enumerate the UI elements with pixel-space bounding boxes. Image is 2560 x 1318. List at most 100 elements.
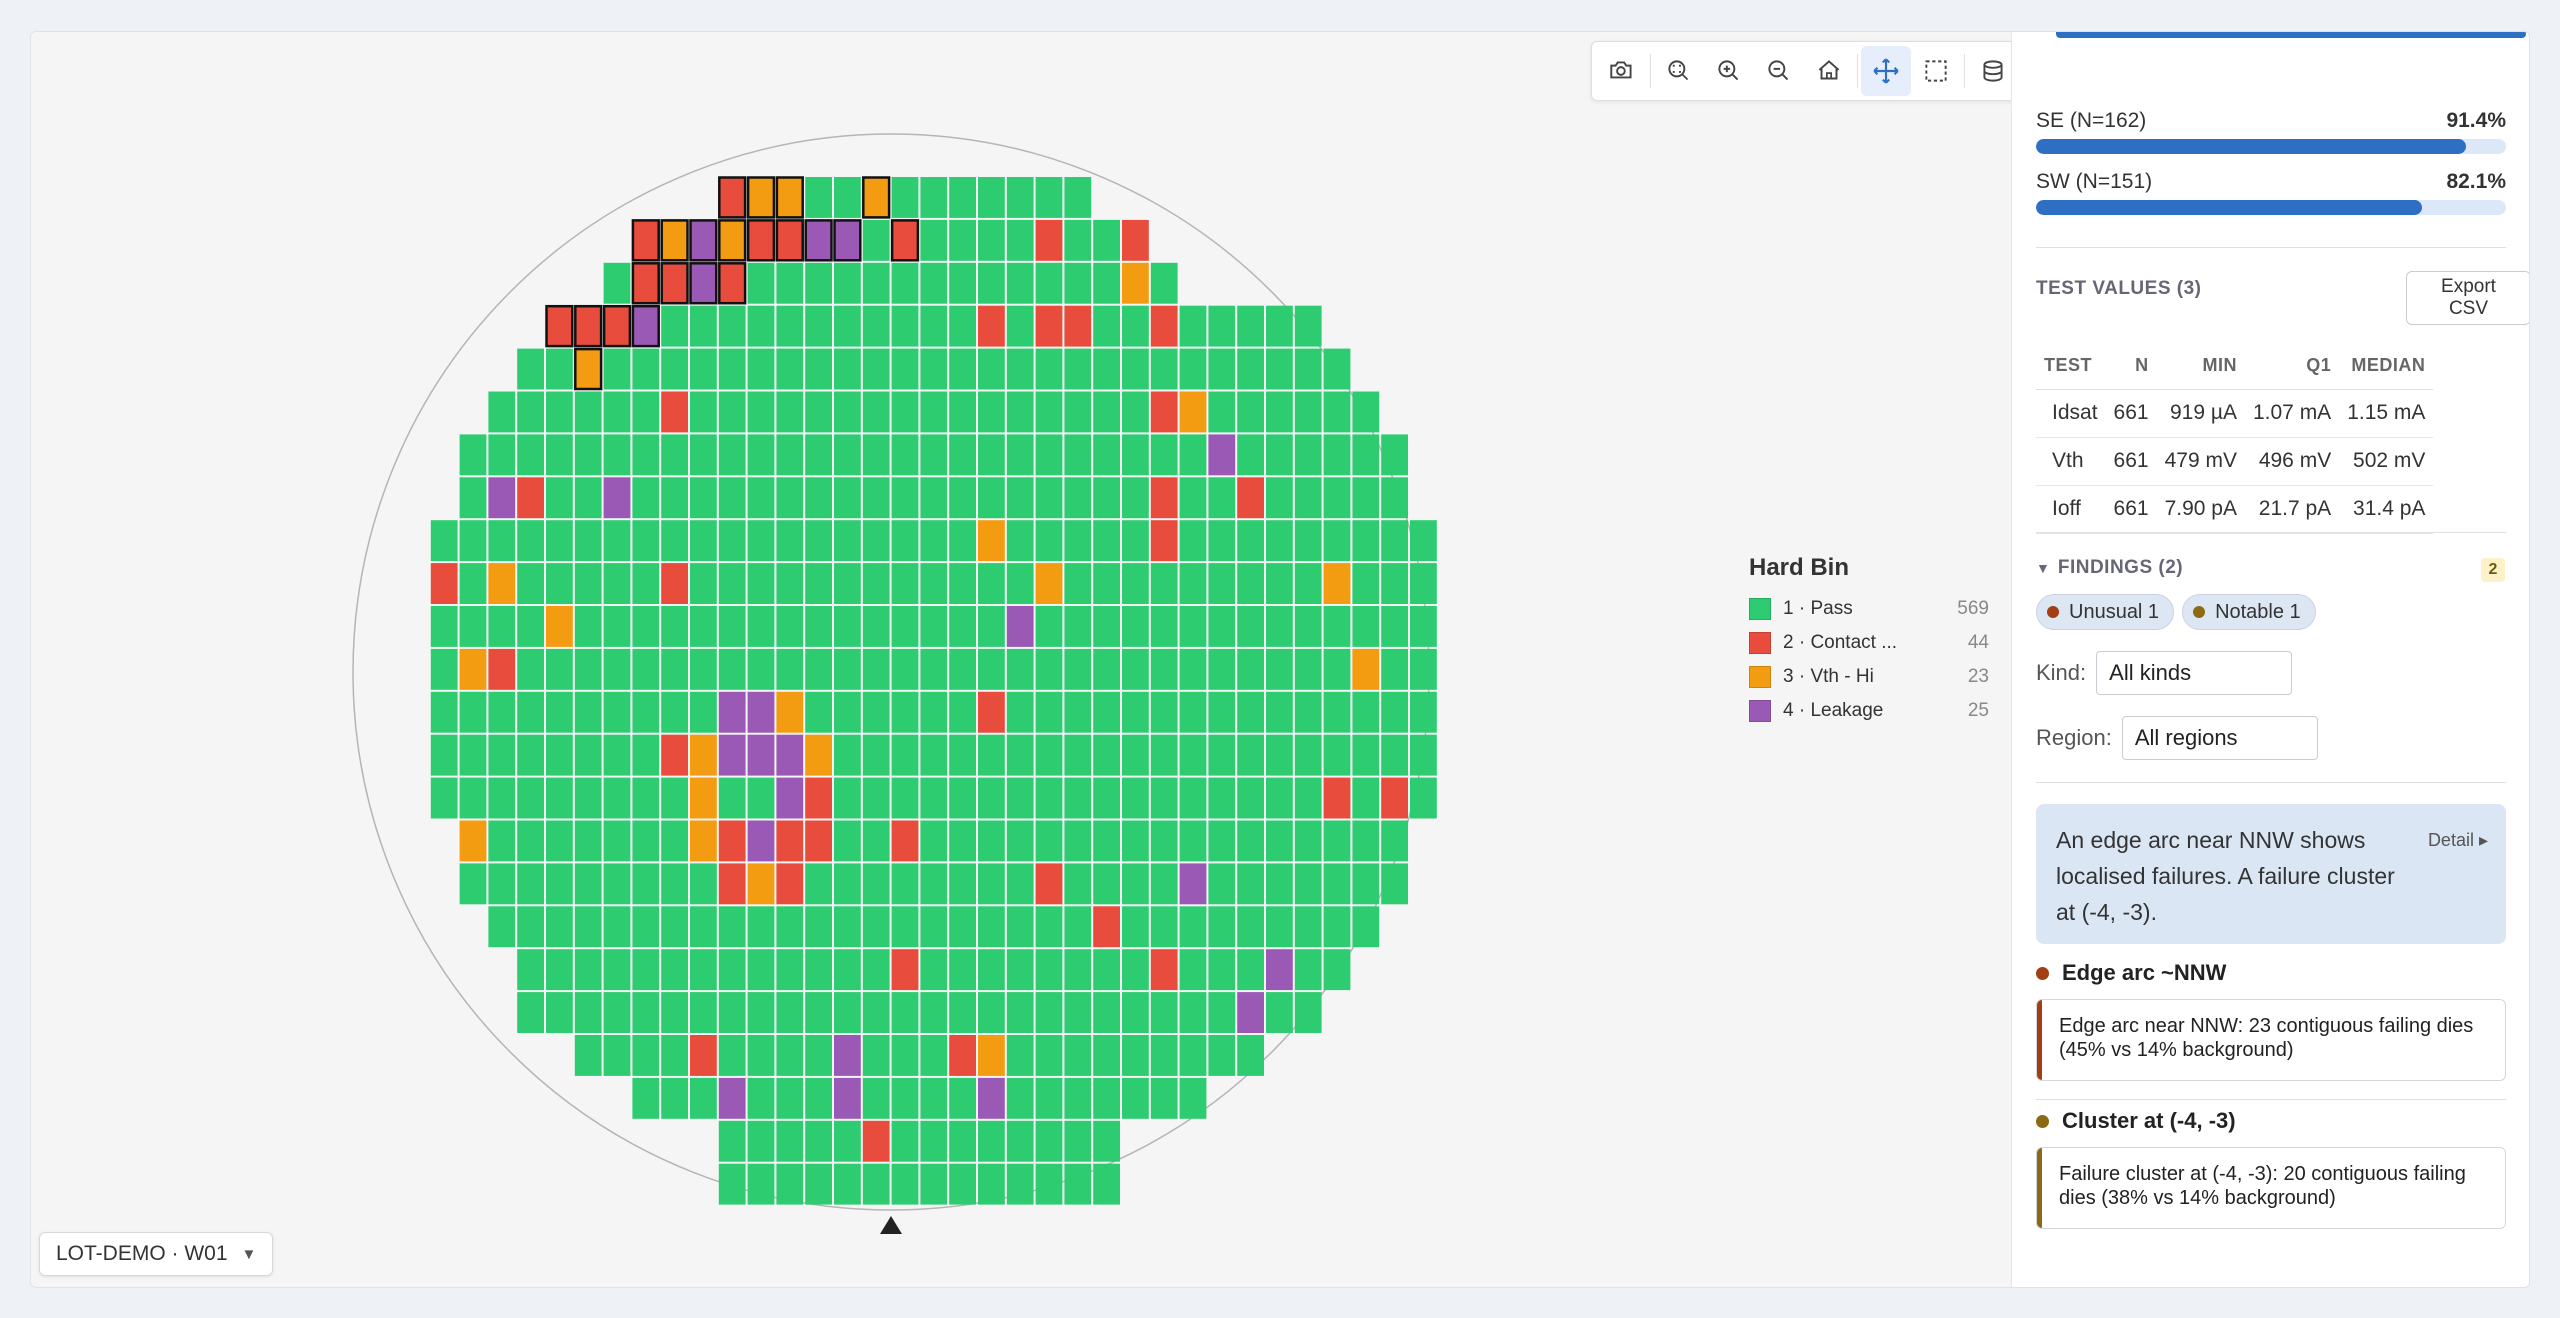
die[interactable] bbox=[920, 177, 948, 218]
die[interactable] bbox=[862, 1077, 890, 1119]
die[interactable] bbox=[834, 305, 861, 347]
die[interactable] bbox=[632, 691, 660, 733]
die[interactable] bbox=[1208, 648, 1236, 690]
die[interactable] bbox=[1150, 777, 1178, 819]
die[interactable] bbox=[978, 219, 1005, 261]
die[interactable] bbox=[920, 262, 948, 304]
die[interactable] bbox=[805, 734, 832, 776]
die[interactable] bbox=[690, 219, 717, 261]
die[interactable] bbox=[776, 648, 804, 690]
die[interactable] bbox=[1179, 691, 1207, 733]
die[interactable] bbox=[1150, 305, 1178, 347]
die[interactable] bbox=[805, 1035, 832, 1076]
die[interactable] bbox=[690, 348, 717, 390]
die[interactable] bbox=[632, 219, 660, 261]
die[interactable] bbox=[517, 691, 544, 733]
die[interactable] bbox=[1035, 563, 1063, 604]
die[interactable] bbox=[1294, 691, 1322, 733]
die[interactable] bbox=[603, 348, 631, 390]
die[interactable] bbox=[488, 434, 516, 476]
die[interactable] bbox=[862, 262, 890, 304]
die[interactable] bbox=[1266, 520, 1293, 562]
die[interactable] bbox=[661, 691, 688, 733]
die[interactable] bbox=[1035, 520, 1063, 562]
die[interactable] bbox=[690, 563, 717, 604]
die[interactable] bbox=[747, 863, 775, 905]
die[interactable] bbox=[1093, 820, 1120, 862]
die[interactable] bbox=[1237, 906, 1264, 948]
die[interactable] bbox=[747, 734, 775, 776]
column-header[interactable]: Q1 bbox=[2244, 343, 2340, 390]
die[interactable] bbox=[1122, 305, 1149, 347]
die[interactable] bbox=[1323, 606, 1351, 647]
kind-select[interactable]: All kinds bbox=[2096, 651, 2293, 695]
die[interactable] bbox=[632, 949, 660, 991]
die[interactable] bbox=[949, 949, 976, 991]
die[interactable] bbox=[661, 606, 688, 647]
die[interactable] bbox=[1122, 777, 1149, 819]
die[interactable] bbox=[517, 563, 544, 604]
die[interactable] bbox=[1035, 734, 1063, 776]
die[interactable] bbox=[690, 734, 717, 776]
die[interactable] bbox=[661, 434, 688, 476]
die[interactable] bbox=[603, 820, 631, 862]
die[interactable] bbox=[978, 563, 1005, 604]
die[interactable] bbox=[747, 563, 775, 604]
die[interactable] bbox=[776, 1163, 804, 1205]
die[interactable] bbox=[718, 1077, 746, 1119]
die[interactable] bbox=[690, 777, 717, 819]
die[interactable] bbox=[978, 262, 1005, 304]
die[interactable] bbox=[1064, 648, 1092, 690]
die[interactable] bbox=[1064, 734, 1092, 776]
die[interactable] bbox=[690, 606, 717, 647]
die[interactable] bbox=[834, 691, 861, 733]
die[interactable] bbox=[1150, 348, 1178, 390]
die[interactable] bbox=[747, 391, 775, 433]
die[interactable] bbox=[891, 1035, 919, 1076]
die[interactable] bbox=[1208, 691, 1236, 733]
die[interactable] bbox=[1237, 1035, 1264, 1076]
die[interactable] bbox=[1179, 820, 1207, 862]
die[interactable] bbox=[949, 348, 976, 390]
die[interactable] bbox=[718, 1035, 746, 1076]
die[interactable] bbox=[546, 949, 573, 991]
die[interactable] bbox=[718, 992, 746, 1033]
die[interactable] bbox=[891, 563, 919, 604]
die[interactable] bbox=[632, 992, 660, 1033]
die[interactable] bbox=[430, 691, 458, 733]
die[interactable] bbox=[632, 863, 660, 905]
die[interactable] bbox=[978, 777, 1005, 819]
die[interactable] bbox=[1064, 477, 1092, 519]
die[interactable] bbox=[805, 1163, 832, 1205]
zoom-in-button[interactable] bbox=[1704, 46, 1754, 96]
die[interactable] bbox=[1237, 434, 1264, 476]
home-button[interactable] bbox=[1804, 46, 1854, 96]
die[interactable] bbox=[1035, 434, 1063, 476]
die[interactable] bbox=[949, 177, 976, 218]
die[interactable] bbox=[776, 477, 804, 519]
die[interactable] bbox=[834, 563, 861, 604]
die[interactable] bbox=[1122, 563, 1149, 604]
die[interactable] bbox=[517, 348, 544, 390]
die[interactable] bbox=[834, 1120, 861, 1162]
die[interactable] bbox=[1208, 305, 1236, 347]
die[interactable] bbox=[1237, 606, 1264, 647]
die[interactable] bbox=[891, 992, 919, 1033]
die[interactable] bbox=[776, 520, 804, 562]
die[interactable] bbox=[747, 520, 775, 562]
die[interactable] bbox=[891, 777, 919, 819]
layers-button[interactable] bbox=[1968, 46, 2018, 96]
die[interactable] bbox=[1093, 1120, 1120, 1162]
die[interactable] bbox=[1352, 606, 1380, 647]
die[interactable] bbox=[1064, 348, 1092, 390]
die[interactable] bbox=[718, 477, 746, 519]
die[interactable] bbox=[1266, 648, 1293, 690]
die[interactable] bbox=[603, 949, 631, 991]
die[interactable] bbox=[891, 820, 919, 862]
die[interactable] bbox=[690, 820, 717, 862]
die[interactable] bbox=[488, 777, 516, 819]
die[interactable] bbox=[603, 563, 631, 604]
die[interactable] bbox=[718, 949, 746, 991]
die[interactable] bbox=[1381, 777, 1408, 819]
die[interactable] bbox=[661, 992, 688, 1033]
